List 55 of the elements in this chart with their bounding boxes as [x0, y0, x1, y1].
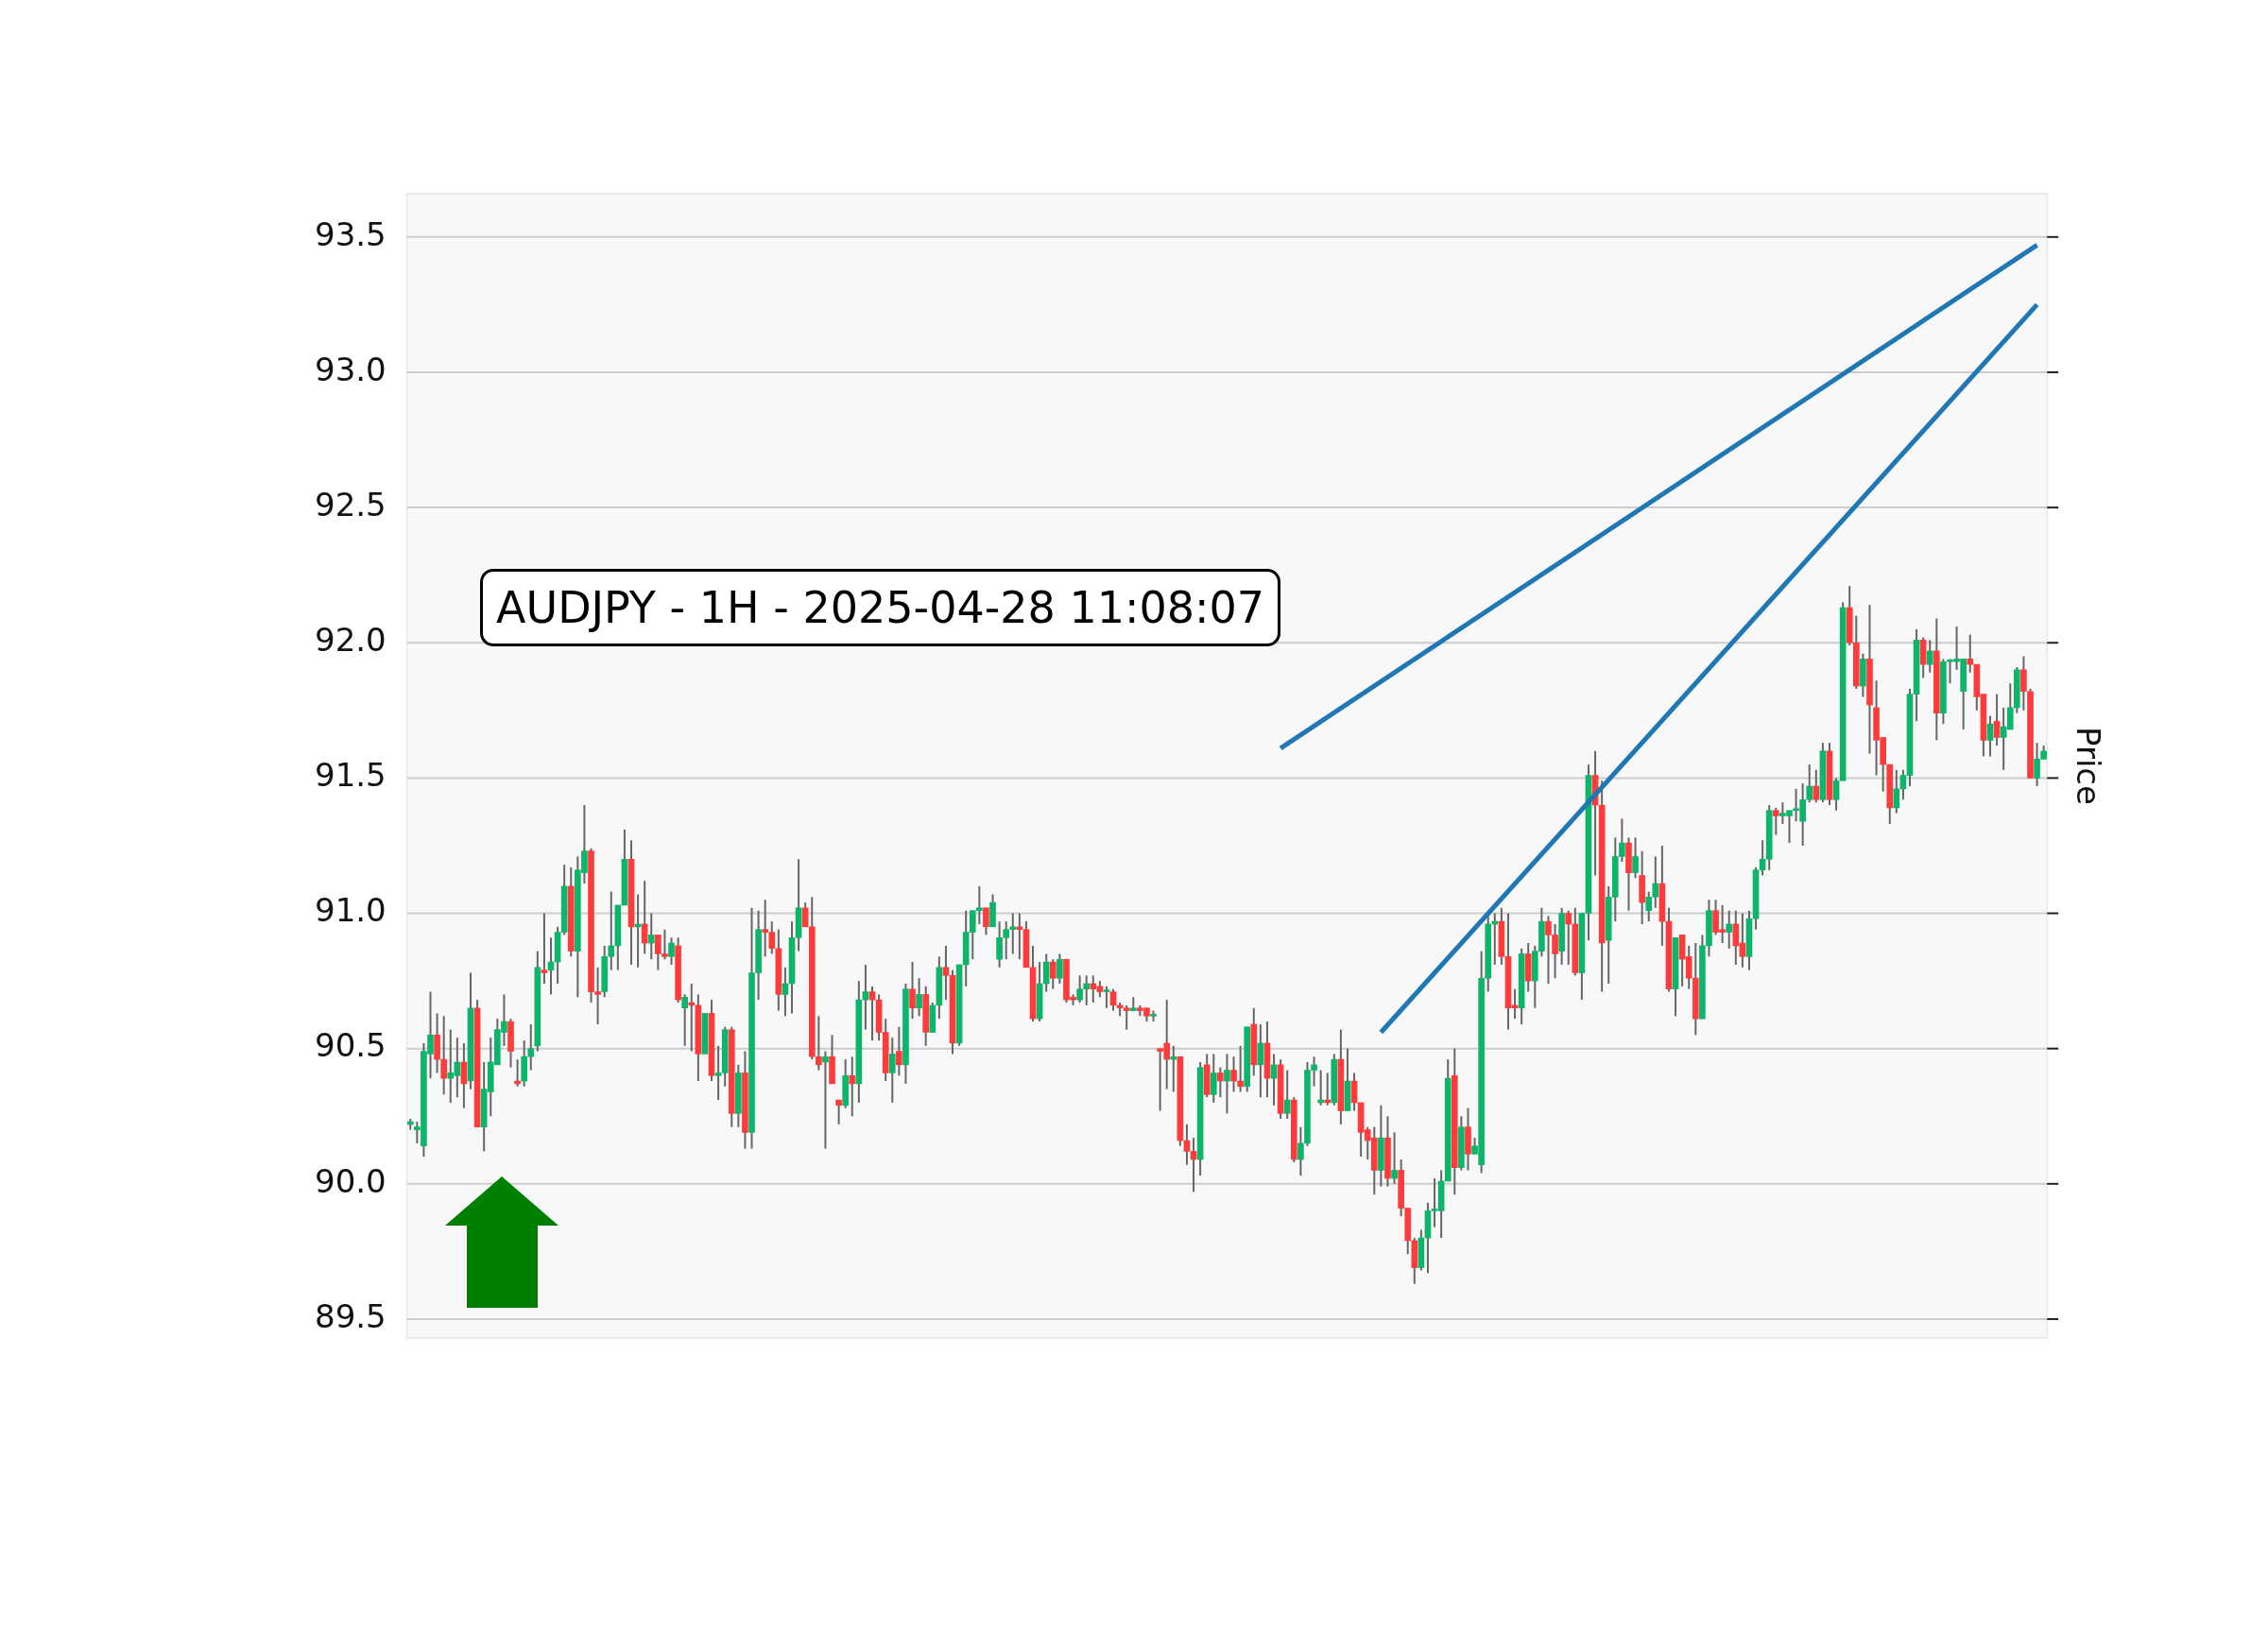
candlestick [1324, 1072, 1332, 1107]
candlestick [1967, 633, 1974, 674]
y-tick-label: 93.5 [315, 214, 387, 253]
candlestick [1170, 1044, 1177, 1093]
candlestick [1926, 639, 1933, 674]
candlestick [1217, 1066, 1224, 1099]
candlestick [1042, 952, 1050, 993]
candlestick [896, 1025, 902, 1077]
candlestick [647, 912, 655, 961]
candlestick [1237, 1044, 1244, 1093]
y-axis-title: Price [2069, 727, 2107, 805]
y-tick-label: 90.5 [315, 1026, 387, 1065]
candlestick [541, 912, 548, 985]
candlestick [1109, 987, 1117, 1012]
candlestick [835, 1099, 842, 1125]
candlestick [668, 936, 675, 966]
candlestick [1230, 1055, 1237, 1093]
candlestick [1772, 806, 1779, 836]
candlestick [1224, 1053, 1230, 1115]
candlestick [514, 1058, 521, 1088]
candlestick [1297, 1125, 1304, 1177]
candlestick [641, 880, 648, 955]
candlestick [822, 1050, 829, 1150]
candlestick [1491, 912, 1499, 966]
y-tick-label: 92.5 [315, 485, 387, 523]
text: AUDJPY - 1H - 2025-04-28 11:08:07 [480, 569, 1281, 646]
candlestick [1993, 693, 2001, 747]
candlestick [688, 982, 696, 1053]
candlestick [1565, 909, 1572, 966]
y-tick-label: 93.0 [315, 350, 387, 388]
candlestick [983, 906, 989, 936]
y-tick-label: 89.5 [315, 1296, 387, 1335]
candlestick [1103, 985, 1110, 1009]
y-tick-label: 90.0 [315, 1161, 387, 1200]
candlestick [1283, 1069, 1291, 1121]
candlestick [1986, 714, 1994, 758]
candlestick [1317, 1069, 1324, 1107]
candlestick [801, 901, 809, 928]
candlestick [888, 1037, 896, 1104]
candlestick [849, 1055, 856, 1118]
y-tick-label: 91.5 [315, 756, 387, 795]
candlestick [1049, 958, 1057, 990]
candlestick [1893, 768, 1900, 815]
y-tick-label: 92.0 [315, 621, 387, 660]
candlestick [1210, 1053, 1217, 1104]
candlestick [440, 1015, 447, 1096]
y-tick-label: 91.0 [315, 891, 387, 930]
candlestick [1391, 1131, 1398, 1185]
candlestick [1726, 909, 1733, 950]
candlestick [916, 977, 922, 1018]
candlestick [1057, 952, 1063, 985]
candlestick [1813, 768, 1820, 804]
candlestick [1632, 836, 1639, 880]
candlestick [909, 961, 916, 1021]
candlestick [681, 993, 689, 1047]
